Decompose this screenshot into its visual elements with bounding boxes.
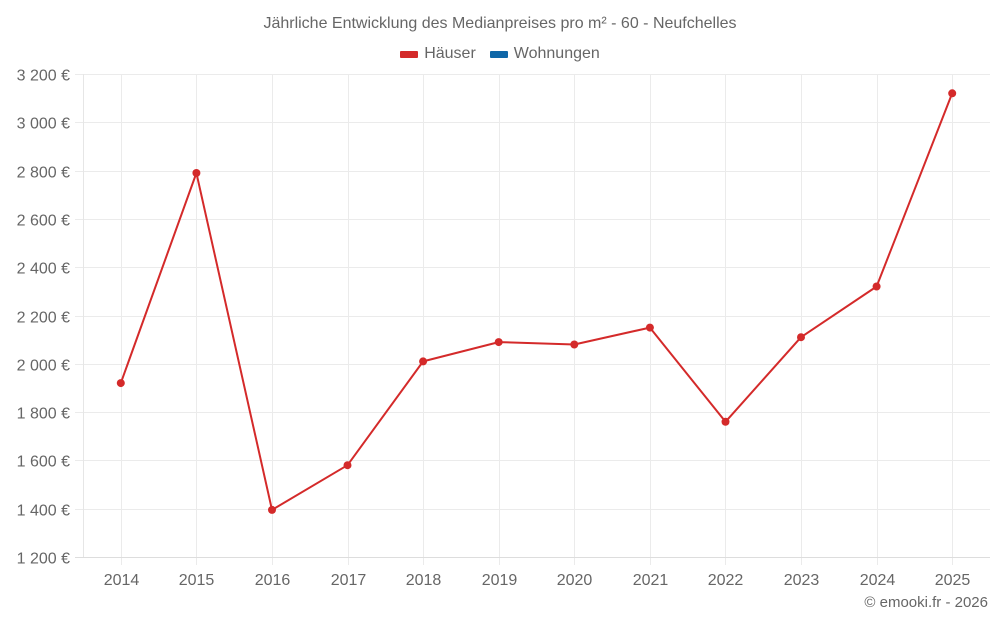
x-tick-label: 2023	[784, 572, 820, 589]
legend-label-haeuser: Häuser	[424, 45, 476, 62]
data-point[interactable]	[721, 417, 730, 426]
grid-lines	[75, 74, 990, 565]
y-tick-label: 1 400 €	[17, 503, 70, 520]
y-tick-label: 2 400 €	[17, 261, 70, 278]
data-point[interactable]	[797, 333, 805, 342]
y-tick-label: 1 600 €	[17, 454, 70, 471]
x-tick-label: 2020	[557, 572, 593, 589]
y-tick-label: 1 800 €	[17, 406, 70, 423]
x-tick-label: 2021	[633, 572, 669, 589]
x-tick-label: 2016	[255, 572, 291, 589]
x-axis: 2014 2015 2016 2017 2018 2019 2020 2021 2022 2023…	[104, 572, 971, 589]
x-tick-label: 2018	[406, 572, 442, 589]
y-tick-label: 2 800 €	[17, 165, 70, 182]
data-point[interactable]	[116, 379, 125, 388]
copyright-credit: © emooki.fr - 2026	[864, 594, 988, 611]
x-tick-label: 2014	[104, 572, 140, 589]
x-tick-label: 2025	[935, 572, 971, 589]
data-point[interactable]	[872, 282, 881, 291]
series-haeuser	[116, 89, 957, 514]
chart-title: Jährliche Entwicklung des Medianpreises …	[263, 15, 737, 32]
data-point[interactable]	[192, 169, 201, 177]
x-tick-label: 2019	[482, 572, 518, 589]
data-point[interactable]	[268, 505, 276, 514]
legend-swatch-haeuser	[400, 50, 419, 58]
y-tick-label: 3 200 €	[17, 68, 70, 85]
legend-swatch-wohnungen	[489, 50, 508, 58]
x-tick-label: 2017	[331, 572, 367, 589]
y-axis: 1 200 € 1 400 € 1 600 € 1 800 € 2 000 € 2 200…	[17, 68, 70, 568]
x-tick-label: 2015	[179, 572, 215, 589]
data-point[interactable]	[343, 461, 352, 470]
legend-item-haeuser[interactable]: Häuser	[400, 45, 476, 63]
y-tick-label: 1 200 €	[17, 551, 70, 568]
x-tick-label: 2022	[708, 572, 744, 589]
data-point[interactable]	[948, 89, 957, 98]
legend-label-wohnungen: Wohnungen	[513, 45, 600, 62]
y-tick-label: 2 600 €	[17, 213, 70, 230]
data-point[interactable]	[570, 340, 579, 349]
data-point[interactable]	[494, 338, 503, 347]
legend-item-wohnungen[interactable]: Wohnungen	[489, 45, 600, 63]
data-point[interactable]	[419, 357, 428, 366]
y-tick-label: 2 000 €	[17, 358, 70, 375]
y-tick-label: 3 000 €	[17, 116, 70, 133]
series-line	[119, 92, 954, 511]
x-tick-label: 2024	[860, 572, 896, 589]
data-point[interactable]	[645, 323, 654, 332]
chart-legend: Häuser Wohnungen	[0, 45, 1000, 63]
y-tick-label: 2 200 €	[17, 310, 70, 327]
